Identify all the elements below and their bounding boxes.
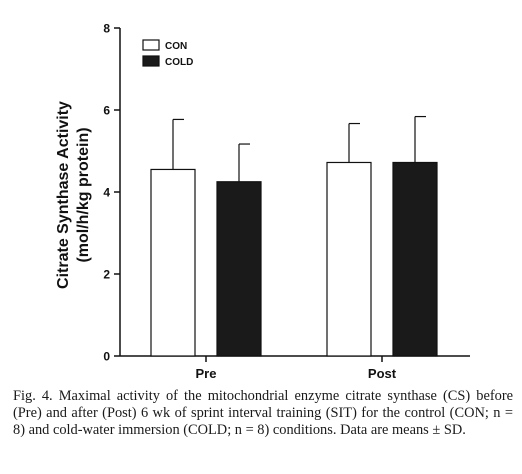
- bar-con-pre: [150, 168, 196, 357]
- legend-label-con: CON: [165, 41, 187, 52]
- error-bars: [172, 115, 426, 182]
- tick-labels: 0 2 4 6 8 Pre Post: [103, 22, 396, 382]
- y-tick-label: 0: [103, 350, 110, 364]
- caption-line-2: before (Pre) and after (Post) 6 wk of sp…: [13, 388, 513, 421]
- legend-swatch-con: [142, 39, 160, 51]
- legend: CON COLD: [142, 39, 193, 68]
- caption-line-1: Fig. 4. Maximal activity of the mitochon…: [13, 388, 471, 404]
- bar-chart: 0 2 4 6 8 Pre Post CON COLD Citrate Synthase Ac…: [55, 22, 470, 382]
- caption-line-3: control (CON; n = 8) and cold-water imme…: [13, 405, 513, 438]
- y-tick-label: 6: [103, 104, 110, 118]
- y-axis-label-line2: (mol/h/kg protein): [75, 127, 92, 262]
- bar-cold-post: [392, 161, 438, 357]
- chart-area: 0 2 4 6 8 Pre Post CON COLD Citrate Synthase Ac…: [55, 22, 470, 382]
- bar-con-post: [326, 161, 372, 357]
- bar-cold-pre: [216, 181, 262, 357]
- x-tick-label: Pre: [196, 366, 217, 381]
- y-tick-label: 2: [103, 268, 110, 282]
- figure-caption: Fig. 4. Maximal activity of the mitochon…: [13, 388, 513, 439]
- bars: [150, 161, 438, 357]
- legend-label-cold: COLD: [165, 57, 193, 68]
- y-tick-label: 8: [103, 22, 110, 36]
- x-tick-label: Post: [368, 366, 397, 381]
- y-tick-label: 4: [103, 186, 110, 200]
- caption-line-4: Data are means ± SD.: [340, 422, 466, 438]
- legend-swatch-cold: [142, 55, 160, 67]
- y-axis-label-line1: Citrate Synthase Activity: [55, 101, 72, 289]
